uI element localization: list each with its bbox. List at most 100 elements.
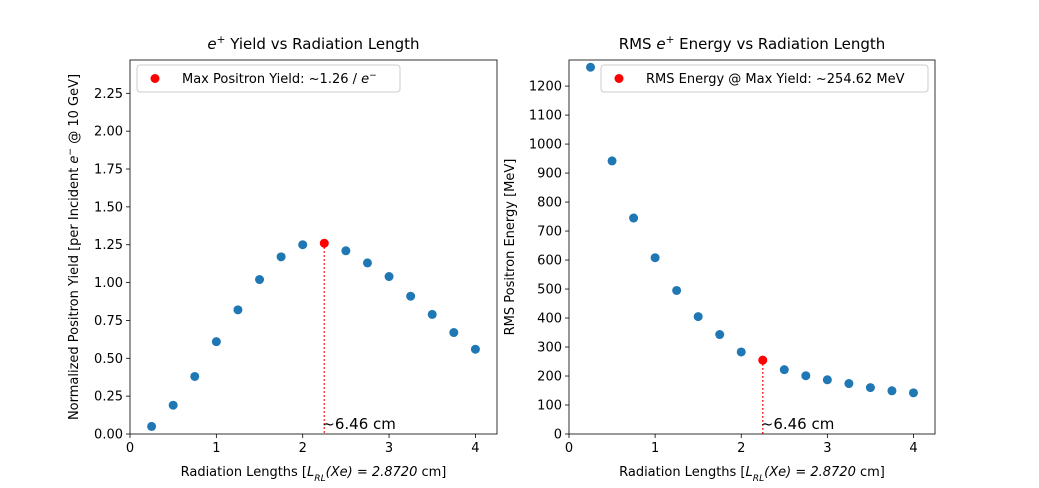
x-axis-label: Radiation Lengths [LRL(Xe) = 2.8720 cm] bbox=[181, 465, 447, 484]
x-tick-label: 0 bbox=[565, 441, 573, 456]
data-point bbox=[908, 388, 918, 398]
legend-box bbox=[136, 64, 401, 93]
chart-title-superscript: + bbox=[666, 34, 675, 46]
data-point bbox=[384, 272, 394, 282]
data-point bbox=[147, 421, 157, 431]
y-tick-label: 2.25 bbox=[94, 87, 123, 102]
data-point bbox=[362, 258, 372, 268]
data-point bbox=[211, 337, 221, 347]
y-tick-label: 700 bbox=[537, 225, 562, 240]
y-axis-label: RMS Positron Energy [MeV] bbox=[503, 159, 518, 336]
legend-label-superscript: − bbox=[369, 71, 377, 81]
data-point bbox=[341, 246, 351, 256]
y-tick-label: 1200 bbox=[529, 80, 562, 95]
data-point bbox=[168, 400, 178, 410]
highlight-point bbox=[758, 355, 768, 365]
y-axis-label-superscript: − bbox=[66, 148, 76, 156]
data-point bbox=[607, 156, 617, 166]
legend-label-symbol: e bbox=[361, 72, 369, 87]
x-tick-label: 2 bbox=[299, 441, 307, 456]
y-tick-label: 1000 bbox=[529, 138, 562, 153]
legend-marker bbox=[614, 74, 624, 83]
data-point bbox=[779, 365, 789, 375]
data-point bbox=[650, 253, 660, 263]
chart-title-symbol: e bbox=[207, 35, 216, 53]
y-tick-label: 2.00 bbox=[94, 125, 123, 140]
y-tick-label: 0.50 bbox=[94, 352, 123, 367]
x-tick-label: 1 bbox=[651, 441, 659, 456]
y-axis-label-text: Normalized Positron Yield [per Incident bbox=[67, 164, 82, 420]
chart-panel-2: 0 1 2 3 4 0 100 200 300 400 500 600 700 800 900 1000 110… bbox=[503, 34, 936, 484]
y-tick-label: 200 bbox=[537, 370, 562, 385]
x-axis-label-text-end: cm] bbox=[417, 465, 446, 480]
data-point bbox=[190, 371, 200, 381]
data-point bbox=[449, 328, 459, 338]
y-axis-label-text: RMS Positron Energy [MeV] bbox=[503, 159, 518, 336]
data-point bbox=[801, 371, 811, 381]
x-tick-label: 3 bbox=[385, 441, 393, 456]
data-point bbox=[715, 330, 725, 340]
legend-box bbox=[600, 64, 929, 93]
x-axis-label-text: Radiation Lengths [ bbox=[181, 465, 307, 480]
x-tick-label: 4 bbox=[909, 441, 917, 456]
data-point bbox=[865, 383, 875, 393]
legend-label: Max Positron Yield: ~1.26 / e− bbox=[182, 71, 377, 87]
data-point bbox=[693, 312, 703, 322]
y-tick-label: 0 bbox=[554, 428, 562, 443]
x-tick-label: 3 bbox=[823, 441, 831, 456]
x-tick-label: 4 bbox=[471, 441, 479, 456]
y-tick-label: 400 bbox=[537, 312, 562, 327]
x-tick-label: 1 bbox=[212, 441, 220, 456]
legend-label-text: Max Positron Yield: ~1.26 / bbox=[182, 72, 361, 87]
data-point bbox=[298, 240, 308, 250]
y-axis-label-text-end: @ 10 GeV] bbox=[67, 74, 82, 148]
legend-label: RMS Energy @ Max Yield: ~254.62 MeV bbox=[646, 72, 905, 87]
plot-frame bbox=[129, 59, 498, 435]
x-axis-label-text-end: cm] bbox=[856, 465, 885, 480]
plot-frame bbox=[568, 59, 936, 435]
data-point bbox=[822, 375, 832, 385]
y-tick-label: 1.00 bbox=[94, 276, 123, 291]
y-tick-label: 1.75 bbox=[94, 163, 123, 178]
y-tick-label: 1.50 bbox=[94, 200, 123, 215]
y-axis-label-symbol: e bbox=[67, 156, 82, 164]
data-point bbox=[470, 344, 480, 354]
x-axis-label-math: (Xe) = 2.8720 bbox=[764, 465, 856, 480]
x-axis-label: Radiation Lengths [LRL(Xe) = 2.8720 cm] bbox=[619, 465, 885, 484]
y-tick-label: 1.25 bbox=[94, 238, 123, 253]
chart-title: e+ Yield vs Radiation Length bbox=[207, 34, 419, 53]
data-point bbox=[629, 213, 639, 223]
chart-title-text: RMS bbox=[619, 35, 657, 53]
data-point bbox=[887, 386, 897, 396]
x-axis-label-subscript: RL bbox=[753, 474, 764, 484]
y-tick-label: 900 bbox=[537, 167, 562, 182]
y-tick-label: 0.00 bbox=[94, 428, 123, 443]
y-tick-label: 800 bbox=[537, 196, 562, 211]
y-tick-label: 100 bbox=[537, 399, 562, 414]
x-tick-label: 0 bbox=[126, 441, 134, 456]
legend-label-text: RMS Energy @ Max Yield: ~254.62 MeV bbox=[646, 72, 905, 87]
y-tick-label: 600 bbox=[537, 254, 562, 269]
chart-panel-1: 0 1 2 3 4 0.00 0.25 0.50 0.75 1.00 1.25 1.50 1.75 2.0… bbox=[66, 34, 498, 484]
y-tick-label: 500 bbox=[537, 283, 562, 298]
chart-title-text-end: Yield vs Radiation Length bbox=[225, 35, 419, 53]
data-point bbox=[255, 275, 265, 285]
x-axis-label-math: (Xe) = 2.8720 bbox=[326, 465, 418, 480]
chart-title: RMS e+ Energy vs Radiation Length bbox=[619, 34, 886, 53]
annotation-label: ~6.46 cm bbox=[761, 415, 835, 433]
x-axis-label-subscript: RL bbox=[314, 474, 325, 484]
data-point bbox=[586, 62, 596, 72]
data-point bbox=[276, 252, 286, 262]
chart-title-symbol: e bbox=[656, 35, 665, 53]
data-point bbox=[233, 305, 243, 315]
data-point bbox=[406, 291, 416, 301]
y-tick-label: 0.25 bbox=[94, 390, 123, 405]
y-tick-label: 0.75 bbox=[94, 314, 123, 329]
highlight-point bbox=[319, 238, 329, 248]
y-axis-label: Normalized Positron Yield [per Incident … bbox=[66, 74, 82, 420]
annotation-label: ~6.46 cm bbox=[322, 415, 396, 433]
x-axis-label-text: Radiation Lengths [ bbox=[619, 465, 745, 480]
chart-title-superscript: + bbox=[217, 34, 226, 46]
data-point bbox=[844, 379, 854, 389]
